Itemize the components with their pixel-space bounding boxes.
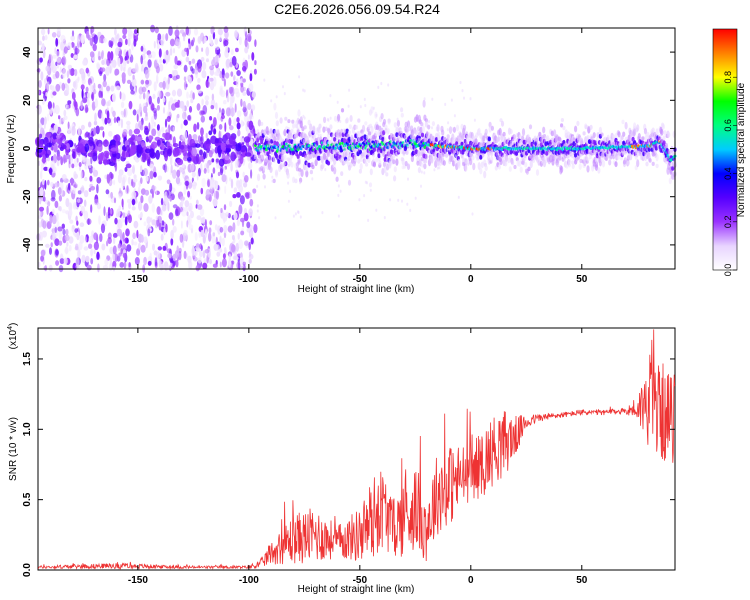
snr-x-label: Height of straight line (km) (298, 584, 415, 595)
snr-y-tick-label: 1.5 (22, 352, 33, 366)
colorbar: 0.0 0.2 0.4 0.6 0.8 Normalized spectral ampl… (712, 28, 747, 276)
colorbar-tick-label: 0.4 (723, 167, 733, 180)
snr-x-tick-label: 50 (576, 575, 588, 586)
spectrogram-x-tick-label: 50 (576, 274, 588, 285)
snr-y-label: SNR (10 * v/v) (8, 417, 19, 481)
colorbar-tick-label: 0.6 (723, 119, 733, 132)
spectrogram-y-tick-label: -20 (22, 189, 33, 204)
snr-y-ticks: 0.0 0.5 1.0 1.5 (22, 352, 675, 577)
spectrogram-y-tick-label: 20 (22, 94, 33, 106)
snr-y-tick-label: 0.0 (22, 563, 33, 577)
spectrogram-y-tick-label: 0 (22, 145, 33, 151)
spectrogram-heatmap (35, 24, 677, 273)
colorbar-tick-label: 0.0 (723, 264, 733, 277)
chart-title: C2E6.2026.056.09.54.R24 (274, 1, 440, 17)
snr-x-tick-label: -150 (128, 575, 148, 586)
colorbar-label: Normalized spectral amplitude (736, 82, 747, 217)
snr-y-multiplier: (x104) (7, 323, 19, 350)
spectrogram-y-ticks: -40 -20 0 20 40 (22, 46, 675, 252)
spectrogram-x-tick-label: -100 (239, 274, 259, 285)
spectrogram-x-tick-label: -150 (128, 274, 148, 285)
snr-x-tick-label: -50 (353, 575, 368, 586)
spectrogram-x-label: Height of straight line (km) (298, 284, 415, 295)
snr-x-ticks: -150 -100 -50 0 50 (128, 328, 588, 586)
snr-x-tick-label: -100 (239, 575, 259, 586)
snr-panel: -150 -100 -50 0 50 0.0 0.5 1.0 1.5 Height of st… (7, 323, 676, 595)
spectrogram-panel: -150 -100 -50 0 50 -40 -20 0 20 40 Height of str… (6, 24, 677, 295)
spectrogram-x-tick-label: -50 (353, 274, 368, 285)
colorbar-gradient (712, 28, 738, 271)
snr-x-tick-label: 0 (468, 575, 474, 586)
snr-series-line (37, 329, 676, 570)
spectrogram-y-tick-label: 40 (22, 46, 33, 58)
snr-y-tick-label: 1.0 (22, 422, 33, 436)
spectrogram-x-tick-label: 0 (468, 274, 474, 285)
colorbar-ticks: 0.0 0.2 0.4 0.6 0.8 (723, 71, 737, 276)
snr-y-tick-label: 0.5 (22, 492, 33, 506)
colorbar-tick-label: 0.8 (723, 71, 733, 84)
colorbar-tick-label: 0.2 (723, 216, 733, 229)
spectrogram-y-label: Frequency (Hz) (6, 115, 17, 184)
spectrogram-y-tick-label: -40 (22, 237, 33, 252)
spectrogram-x-ticks: -150 -100 -50 0 50 (128, 28, 588, 285)
